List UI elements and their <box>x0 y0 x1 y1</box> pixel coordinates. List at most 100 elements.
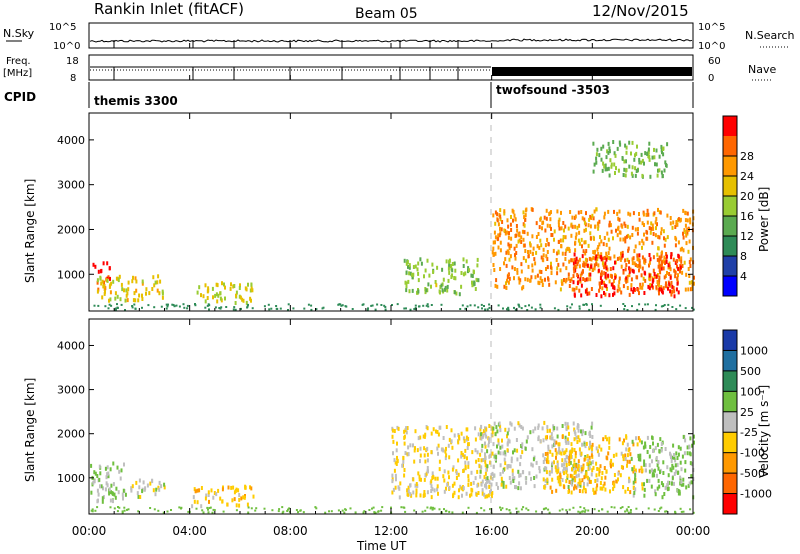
power_panel-cell-159 <box>411 275 414 280</box>
power_panel-near-cell-114 <box>518 305 521 308</box>
power_panel-cell-983 <box>588 291 591 296</box>
power_panel-cell-1005 <box>643 291 646 295</box>
velocity_panel-cell-633 <box>544 466 547 471</box>
velocity_panel-near-cell-70 <box>137 510 140 513</box>
power_panel-near-cell-113 <box>160 305 163 308</box>
power_panel-cell-338 <box>515 243 518 248</box>
power_panel-cell-1078 <box>669 275 672 280</box>
power_panel-cell-1104 <box>636 144 638 149</box>
velocity_panel-cell-239 <box>412 443 414 448</box>
velocity_panel-cell-906 <box>622 485 625 490</box>
power_panel-cell-378 <box>513 246 516 251</box>
power_panel-cell-747 <box>564 279 567 284</box>
velocity_panel-near-cell-145 <box>483 509 486 512</box>
velocity_panel-ytick-label-1: 2000 <box>57 428 85 441</box>
power_panel-cell-374 <box>588 266 591 271</box>
velocity_panel-near-cell-63 <box>421 510 424 513</box>
power_panel-cell-163 <box>441 267 444 272</box>
velocity_panel-cell-189 <box>438 467 441 472</box>
power_panel-colorbar-label-3: 16 <box>740 210 754 223</box>
power_panel-cell-409 <box>653 274 656 279</box>
power_panel-cell-872 <box>627 246 630 251</box>
velocity_panel-near-cell-50 <box>286 510 289 512</box>
power_panel-cell-457 <box>592 255 595 260</box>
velocity_panel-cell-33 <box>101 496 104 501</box>
velocity_panel-cell-690 <box>502 484 505 489</box>
velocity_panel-cell-656 <box>481 443 484 448</box>
velocity_panel-cell-659 <box>556 466 559 471</box>
velocity_panel-cell-572 <box>513 476 516 481</box>
power_panel-cell-782 <box>628 259 630 264</box>
power_panel-cell-316 <box>521 286 524 291</box>
power_panel-cell-337 <box>557 262 560 267</box>
power_panel-cell-58 <box>126 298 129 303</box>
power_panel-cell-1008 <box>605 257 608 262</box>
velocity_panel-cell-692 <box>485 427 488 432</box>
power_panel-cell-279 <box>596 221 599 226</box>
power_panel-cell-1138 <box>634 153 636 158</box>
velocity_panel-near-cell-9 <box>127 508 130 511</box>
power_panel-cell-1174 <box>601 168 604 173</box>
velocity_panel-cell-683 <box>524 446 527 451</box>
velocity_panel-cell-376 <box>466 427 469 432</box>
velocity_panel-cell-579 <box>501 438 503 443</box>
power_panel-cell-1065 <box>638 291 640 296</box>
power_panel-cell-441 <box>613 209 615 214</box>
velocity_panel-near-cell-39 <box>545 507 547 510</box>
velocity_panel-near-cell-67 <box>561 508 564 511</box>
power_panel-cell-830 <box>603 236 606 240</box>
power_panel-cell-422 <box>583 217 586 222</box>
power_panel-cell-70 <box>101 279 104 284</box>
velocity_panel-ytick-label-2: 3000 <box>57 384 85 397</box>
power_panel-near-cell-7 <box>275 305 278 307</box>
power_panel-cell-607 <box>649 283 652 287</box>
velocity_panel-cell-1022 <box>644 468 647 473</box>
power_panel-cell-899 <box>529 249 532 254</box>
velocity_panel-cell-29 <box>98 464 101 469</box>
velocity_panel-cell-509 <box>496 444 498 449</box>
velocity_panel-cell-1105 <box>677 470 680 475</box>
velocity_panel-cell-301 <box>412 477 415 482</box>
power_panel-cell-725 <box>523 215 526 220</box>
velocity_panel-cell-972 <box>561 458 564 463</box>
velocity_panel-cell-1036 <box>670 468 673 473</box>
velocity_panel-cell-949 <box>595 473 598 478</box>
velocity_panel-cell-48 <box>114 495 117 500</box>
velocity_panel-cell-1015 <box>677 452 680 457</box>
velocity_panel-cell-1113 <box>652 449 654 453</box>
power_panel-cell-314 <box>659 270 662 275</box>
power_panel-cell-327 <box>501 220 504 224</box>
power_panel-cell-1139 <box>610 164 613 169</box>
power_panel-cell-927 <box>660 260 663 265</box>
velocity_panel-cell-100 <box>226 502 229 507</box>
velocity_panel-cell-359 <box>432 427 435 432</box>
nave-label: Nave <box>748 63 776 76</box>
power_panel-colorbar-frame <box>722 115 738 297</box>
power_panel-cell-563 <box>617 225 620 230</box>
velocity_panel-cell-930 <box>582 465 585 470</box>
velocity_panel-near-cell-37 <box>195 507 198 510</box>
velocity_panel-cell-433 <box>533 484 536 489</box>
power_panel-cell-299 <box>577 238 580 243</box>
power_panel-cell-182 <box>467 269 469 274</box>
power_panel-cell-1191 <box>628 164 631 169</box>
power_panel-cell-567 <box>510 215 512 219</box>
velocity_panel-cell-1027 <box>654 446 657 451</box>
velocity_panel-cell-233 <box>451 445 454 450</box>
power_panel-near-cell-134 <box>464 307 467 310</box>
power_panel-cell-865 <box>638 217 641 222</box>
velocity_panel-cell-664 <box>574 431 577 436</box>
power-heatmap <box>92 140 695 311</box>
power_panel-cell-775 <box>660 285 663 290</box>
power_panel-cell-724 <box>582 277 585 281</box>
velocity_panel-colorbar-label-2: 100 <box>740 385 761 398</box>
velocity_panel-cell-1061 <box>653 468 656 473</box>
power_panel-cell-1126 <box>625 159 627 164</box>
power_panel-cell-727 <box>604 255 606 260</box>
power_panel-cell-344 <box>575 264 578 269</box>
velocity_panel-cell-3 <box>107 474 110 479</box>
velocity_panel-cell-41 <box>112 482 115 487</box>
power_panel-cell-236 <box>448 264 451 269</box>
power_panel-near-cell-43 <box>380 304 383 306</box>
velocity_panel-cell-810 <box>612 453 615 458</box>
